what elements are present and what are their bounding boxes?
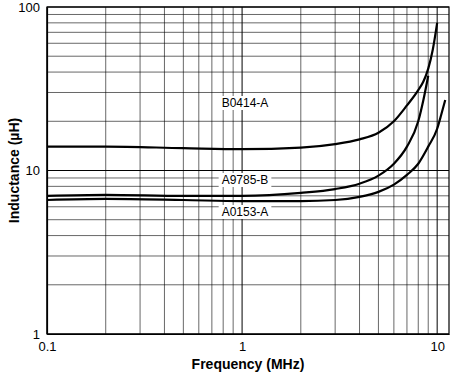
minor-grid-line [47, 43, 449, 44]
grid [47, 7, 449, 334]
tick-label: 10 [26, 163, 40, 178]
x-axis-title: Frequency (MHz) [192, 356, 305, 372]
minor-grid-line [47, 121, 449, 122]
tick-label: 1 [239, 339, 246, 354]
minor-grid-line [47, 32, 449, 33]
label-background [219, 96, 272, 110]
minor-grid-line [47, 22, 449, 23]
x-axis: 0.1 1 10 [38, 334, 449, 354]
y-axis: 1 10 100 [18, 0, 47, 342]
minor-grid-line [47, 92, 449, 93]
tick: 1 [33, 327, 47, 342]
minor-grid-line [47, 255, 449, 256]
minor-grid-line [47, 235, 449, 236]
tick: 10 [430, 334, 444, 354]
tick-label: 0.1 [38, 339, 56, 354]
minor-grid-line [47, 72, 449, 73]
series-label: A0153-A [219, 205, 272, 219]
series-line [47, 76, 428, 196]
series-labels: B0414-A A9785-B A0153-A [219, 96, 272, 219]
minor-grid-line [47, 56, 449, 57]
tick-label: 1 [33, 327, 40, 342]
series-group [47, 23, 445, 201]
series-label: B0414-A [219, 96, 272, 110]
series-name: B0414-A [222, 96, 269, 110]
series-label: A9785-B [219, 173, 272, 187]
plot-frame [47, 7, 449, 334]
label-background [219, 173, 272, 187]
tick: 0.1 [38, 334, 56, 354]
tick: 10 [26, 163, 47, 178]
minor-grid-line [47, 284, 449, 285]
series-name: A0153-A [222, 205, 269, 219]
label-background [219, 205, 272, 219]
series-name: A9785-B [222, 173, 269, 187]
chart: 0.1110110100B0414-AA9785-BA0153-AFrequen… [0, 0, 450, 377]
series-line [47, 23, 437, 149]
tick: 1 [239, 334, 246, 354]
minor-grid-line [47, 14, 449, 15]
grid-line [47, 170, 449, 171]
tick-label: 10 [430, 339, 444, 354]
y-axis-title: Inductance (µH) [6, 118, 22, 223]
tick-label: 100 [18, 0, 40, 15]
minor-grid-line [47, 219, 449, 220]
tick: 100 [18, 0, 47, 15]
series-line [47, 100, 445, 201]
